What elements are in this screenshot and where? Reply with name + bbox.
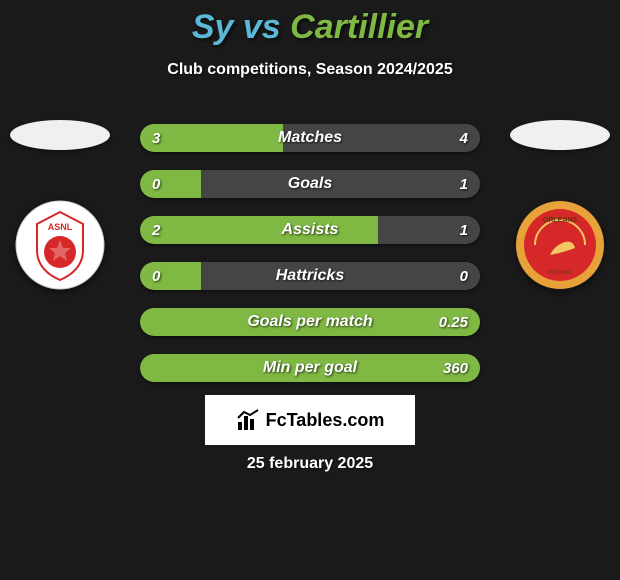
stat-value-right: 4 [460,124,468,152]
stat-row-min-per-goal: Min per goal360 [140,354,480,382]
stat-label: Min per goal [140,354,480,382]
brand-chart-icon [236,408,260,432]
stat-row-matches: Matches3 4 [140,124,480,152]
stat-label: Goals [140,170,480,198]
svg-text:ASNL: ASNL [48,222,73,232]
stat-value-left: 0 [152,262,160,290]
stat-value-right: 1 [460,216,468,244]
player-right-column: ORLEANS FOOTBALL [500,120,620,290]
stat-value-right: 0 [460,262,468,290]
stat-row-goals-per-match: Goals per match0.25 [140,308,480,336]
svg-text:FOOTBALL: FOOTBALL [547,270,573,276]
stat-label: Hattricks [140,262,480,290]
brand-box[interactable]: FcTables.com [205,395,415,445]
stat-value-left: 0 [152,170,160,198]
stat-row-assists: Assists2 1 [140,216,480,244]
stat-row-hattricks: Hattricks0 0 [140,262,480,290]
comparison-title: Sy vs Cartillier [0,0,620,47]
player-left-column: ASNL [0,120,120,290]
stat-label: Assists [140,216,480,244]
stat-value-right: 0.25 [439,308,468,336]
stat-value-left: 2 [152,216,160,244]
vs-text: vs [233,8,290,46]
svg-text:ORLEANS: ORLEANS [543,217,578,224]
club-left-logo: ASNL [15,200,105,290]
stat-row-goals: Goals0 1 [140,170,480,198]
club-right-logo: ORLEANS FOOTBALL [515,200,605,290]
player-left-avatar-placeholder [10,120,110,150]
stat-value-right: 360 [443,354,468,382]
stat-label: Goals per match [140,308,480,336]
stat-value-left: 3 [152,124,160,152]
subtitle: Club competitions, Season 2024/2025 [0,61,620,79]
stat-label: Matches [140,124,480,152]
date-text: 25 february 2025 [0,455,620,473]
player-right-avatar-placeholder [510,120,610,150]
stat-value-right: 1 [460,170,468,198]
stats-bars-container: Matches34Goals01Assists21Hattricks00Goal… [140,124,480,400]
player1-name: Sy [192,8,234,46]
brand-text: FcTables.com [266,410,385,431]
player2-name: Cartillier [290,8,428,46]
